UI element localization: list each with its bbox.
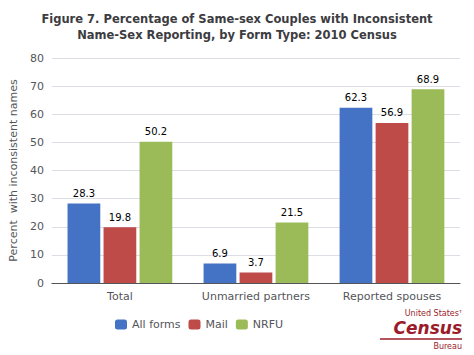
svg-text:21.5: 21.5 <box>281 207 303 218</box>
svg-text:10: 10 <box>30 248 44 261</box>
svg-text:3.7: 3.7 <box>248 257 264 268</box>
svg-text:19.8: 19.8 <box>109 212 131 223</box>
svg-text:All forms: All forms <box>132 318 181 331</box>
svg-text:70: 70 <box>30 80 44 93</box>
svg-text:30: 30 <box>30 192 44 205</box>
svg-text:Percent with inconsistent nam: Percent with inconsistent names <box>7 79 20 262</box>
svg-text:NRFU: NRFU <box>253 318 283 331</box>
svg-text:Unmarried partners: Unmarried partners <box>202 290 310 303</box>
svg-text:Bureau: Bureau <box>433 342 462 351</box>
svg-text:28.3: 28.3 <box>73 188 95 199</box>
svg-text:62.3: 62.3 <box>345 92 367 103</box>
svg-text:Census: Census <box>394 318 462 338</box>
svg-text:Mail: Mail <box>206 318 228 331</box>
svg-text:United Statesᵀ: United Statesᵀ <box>405 309 463 318</box>
svg-text:20: 20 <box>30 220 44 233</box>
svg-text:60: 60 <box>30 108 44 121</box>
svg-text:68.9: 68.9 <box>417 74 439 85</box>
svg-text:Reported spouses: Reported spouses <box>343 290 442 303</box>
svg-text:Name-Sex Reporting, by Form Ty: Name-Sex Reporting, by Form Type: 2010 C… <box>77 28 397 42</box>
svg-text:6.9: 6.9 <box>212 248 228 259</box>
svg-text:Total: Total <box>106 290 133 303</box>
svg-text:0: 0 <box>37 277 44 290</box>
svg-text:50.2: 50.2 <box>145 126 167 137</box>
svg-text:80: 80 <box>30 52 44 65</box>
svg-text:56.9: 56.9 <box>381 107 403 118</box>
svg-text:50: 50 <box>30 136 44 149</box>
svg-text:40: 40 <box>30 164 44 177</box>
svg-text:Figure 7. Percentage of Same-s: Figure 7. Percentage of Same-sex Couples… <box>41 12 433 26</box>
